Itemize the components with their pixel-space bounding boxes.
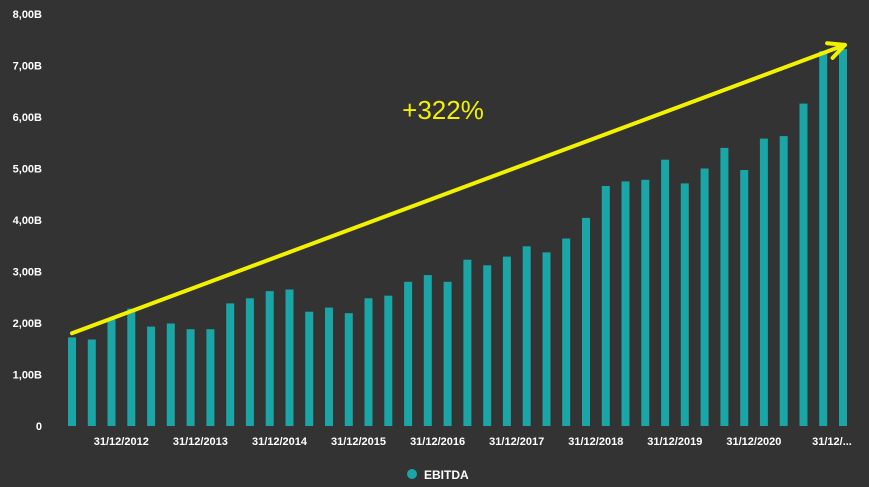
ebitda-bar[interactable] [206,329,215,426]
ebitda-bar[interactable] [582,217,590,426]
legend[interactable]: EBITDA [407,468,469,482]
trend-arrow-line [70,42,847,336]
ebitda-bar[interactable] [285,289,294,427]
y-tick-label: 4,00B [13,215,42,227]
ebitda-bar[interactable] [186,329,195,426]
ebitda-bar[interactable] [443,281,452,426]
y-tick-label: 1,00B [13,370,42,382]
y-tick-label: 2,00B [13,318,42,330]
ebitda-bar[interactable] [404,281,413,426]
ebitda-bar[interactable] [542,252,551,426]
x-axis: 31/12/2012 31/12/2013 31/12/2014 31/12/2015… [94,436,852,448]
x-tick-label: 31/12/2017 [489,436,544,448]
x-tick-label: 31/12/2018 [568,436,623,448]
x-tick-label: 31/12/2013 [173,436,228,448]
ebitda-bar[interactable] [680,183,689,426]
growth-annotation-label: +322% [402,95,484,125]
ebitda-bar[interactable] [344,313,353,426]
ebitda-bar[interactable] [107,319,116,426]
y-axis: 0 1,00B 2,00B 3,00B 4,00B 5,00B 6,00B 7,00B 8,00… [13,9,42,433]
y-tick-label: 3,00B [13,267,42,279]
ebitda-bar[interactable] [166,323,175,427]
ebitda-bar[interactable] [245,298,254,426]
ebitda-bar[interactable] [226,303,235,426]
x-tick-label: 31/12/... [812,436,852,448]
y-tick-label: 0 [36,421,42,433]
ebitda-bar[interactable] [384,295,393,426]
x-tick-label: 31/12/2014 [252,436,308,448]
ebitda-bar[interactable] [364,298,373,426]
x-tick-label: 31/12/2019 [647,436,702,448]
ebitda-bar[interactable] [305,311,314,426]
ebitda-bar[interactable] [779,136,788,426]
ebitda-bar[interactable] [601,186,610,426]
x-tick-label: 31/12/2020 [726,436,781,448]
y-tick-label: 5,00B [13,164,42,176]
ebitda-bar[interactable] [423,275,432,426]
ebitda-bar[interactable] [720,147,729,426]
ebitda-bar[interactable] [759,138,768,426]
ebitda-bar[interactable] [325,307,333,426]
ebitda-bar[interactable] [463,259,472,426]
bars-group [68,49,847,426]
ebitda-bar[interactable] [265,291,274,426]
y-tick-label: 7,00B [13,61,42,73]
trend-annotation: +322% [70,41,847,336]
ebitda-bar[interactable] [819,51,828,426]
x-tick-label: 31/12/2012 [94,436,149,448]
ebitda-bar[interactable] [700,168,709,427]
ebitda-bar[interactable] [641,179,650,426]
ebitda-bar[interactable] [562,238,571,427]
trend-arrowhead [825,41,847,60]
ebitda-bar[interactable] [502,256,511,426]
ebitda-bar[interactable] [661,159,670,426]
y-tick-label: 6,00B [13,112,42,124]
legend-label-ebitda[interactable]: EBITDA [424,468,469,482]
ebitda-bar[interactable] [483,265,492,426]
ebitda-bar[interactable] [799,103,808,426]
ebitda-bar[interactable] [522,246,531,426]
ebitda-bar[interactable] [147,326,156,426]
ebitda-bar[interactable] [127,308,136,426]
ebitda-bar[interactable] [839,49,847,426]
x-tick-label: 31/12/2015 [331,436,386,448]
y-tick-label: 8,00B [13,9,42,21]
x-tick-label: 31/12/2016 [410,436,465,448]
ebitda-bar[interactable] [87,339,96,427]
legend-marker-ebitda [407,469,417,479]
ebitda-bar[interactable] [740,170,749,426]
ebitda-bar[interactable] [68,337,76,426]
ebitda-bar[interactable] [621,181,630,426]
